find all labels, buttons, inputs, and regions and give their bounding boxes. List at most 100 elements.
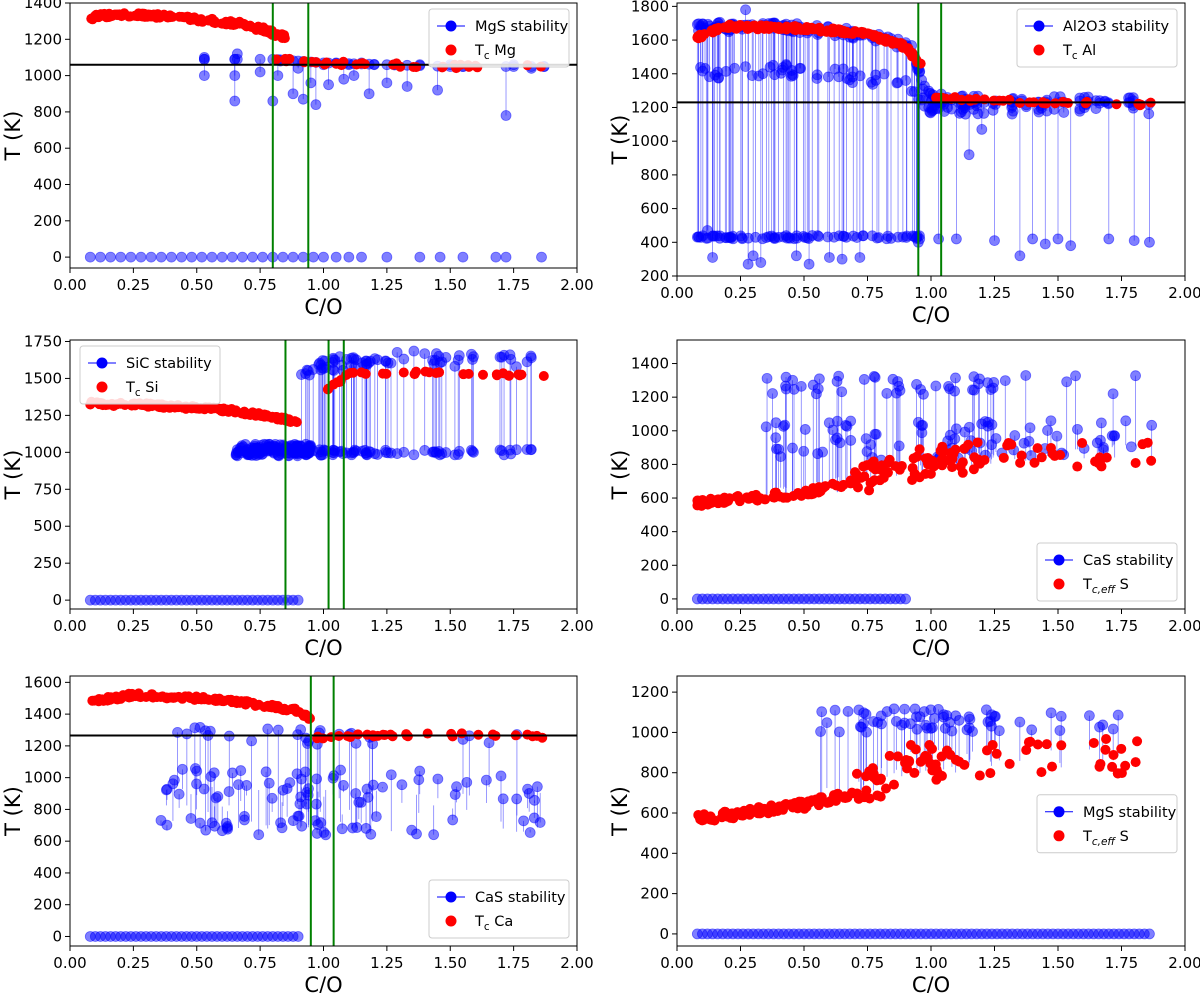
stability-point — [531, 781, 543, 793]
stability-point — [923, 85, 935, 97]
tc-point — [908, 51, 919, 62]
y-tick-label: 400 — [33, 176, 62, 194]
tc-point — [1047, 761, 1058, 772]
stability-point — [1052, 233, 1064, 245]
x-tick-label: 1.75 — [497, 954, 530, 972]
stability-point — [343, 251, 355, 263]
x-tick-label: 1.00 — [307, 954, 340, 972]
tc-point — [422, 728, 433, 739]
tc-point — [277, 704, 288, 715]
y-tick-label: 1000 — [24, 443, 62, 461]
stability-point — [887, 373, 899, 385]
tc-point — [900, 757, 911, 768]
tc-point — [920, 468, 931, 479]
tc-point — [866, 766, 877, 777]
stability-point — [1058, 107, 1070, 118]
tc-point — [185, 693, 196, 704]
x-tick-label: 1.75 — [1105, 954, 1138, 972]
tc-point — [221, 19, 232, 30]
stability-point — [799, 424, 811, 435]
y-tick-label: 1600 — [24, 673, 62, 691]
tc-point — [760, 494, 771, 505]
legend: Al2O3 stability Tc Al — [1016, 8, 1178, 68]
tc-point — [1108, 749, 1119, 760]
stability-point — [95, 251, 106, 263]
y-tick-label: 800 — [640, 166, 669, 184]
legend-marker — [1033, 44, 1045, 56]
x-tick-label: 1.50 — [1041, 617, 1074, 635]
tc-point — [103, 11, 114, 22]
x-tick-label: 2.00 — [560, 954, 593, 972]
legend-marker — [1053, 578, 1065, 590]
stability-point — [798, 445, 810, 457]
stability-point — [429, 446, 441, 458]
tc-point — [922, 452, 933, 463]
tc-point — [836, 27, 847, 38]
y-tick-label: 1000 — [631, 422, 669, 440]
tc-point — [1056, 740, 1067, 751]
stability-point — [304, 369, 315, 381]
tc-point — [165, 10, 176, 21]
stability-point — [189, 722, 201, 734]
stability-point — [976, 418, 988, 430]
y-axis-label: T (K) — [1, 786, 25, 837]
stability-point — [246, 735, 257, 747]
tc-point — [256, 25, 267, 36]
tc-point — [890, 461, 901, 472]
tc-point — [411, 366, 422, 377]
x-tick-label: 0.75 — [243, 617, 276, 635]
x-tick-label: 0.00 — [53, 617, 86, 635]
stability-point — [959, 426, 971, 438]
stability-point — [834, 437, 846, 449]
legend-label: Tc Si — [125, 380, 158, 399]
x-tick-label: 2.00 — [1168, 954, 1200, 972]
legend-marker — [1033, 20, 1045, 32]
tc-point — [1004, 758, 1015, 769]
legend: SiC stability Tc Si — [79, 345, 221, 405]
stability-point — [801, 232, 813, 244]
legend-frame — [1016, 8, 1178, 68]
stability-point — [1072, 423, 1083, 435]
y-axis-label: T (K) — [608, 786, 632, 837]
stability-point — [328, 365, 340, 376]
tc-point — [491, 370, 502, 381]
x-tick-label: 0.75 — [851, 284, 884, 302]
stability-point — [982, 716, 994, 728]
stability-point — [185, 813, 197, 824]
tc-point — [169, 402, 180, 413]
legend-frame — [1036, 542, 1178, 602]
legend-marker — [96, 357, 108, 369]
x-tick-label: 0.25 — [117, 617, 150, 635]
tc-point — [86, 13, 97, 24]
stability-point — [200, 725, 211, 737]
stability-point — [842, 705, 854, 717]
x-tick-label: 2.00 — [560, 276, 593, 294]
stability-point — [870, 69, 882, 81]
x-tick-label: 0.50 — [180, 276, 213, 294]
stability-point — [229, 70, 241, 82]
tc-point — [827, 478, 838, 489]
tc-point — [937, 447, 948, 458]
stability-point — [702, 225, 713, 236]
stability-point — [925, 722, 937, 734]
tc-point — [1130, 757, 1141, 768]
stability-point — [408, 345, 420, 357]
y-tick-label: 500 — [33, 517, 62, 535]
stability-point — [872, 716, 884, 728]
plot-area — [70, 676, 577, 946]
tc-point — [692, 500, 703, 511]
stability-point — [815, 726, 826, 737]
stability-point — [1108, 430, 1120, 442]
stability-point — [860, 433, 872, 445]
x-axis-label: C/O — [912, 973, 950, 993]
stability-point — [338, 73, 350, 85]
x-tick-label: 1.00 — [307, 276, 340, 294]
tc-point — [920, 750, 931, 761]
y-tick-label: 600 — [33, 832, 62, 850]
tc-point — [1023, 737, 1034, 748]
y-tick-label: 1000 — [631, 132, 669, 150]
stability-point — [841, 420, 853, 432]
tc-point — [743, 493, 754, 504]
tc-point — [851, 768, 862, 779]
stability-point — [989, 235, 1000, 247]
